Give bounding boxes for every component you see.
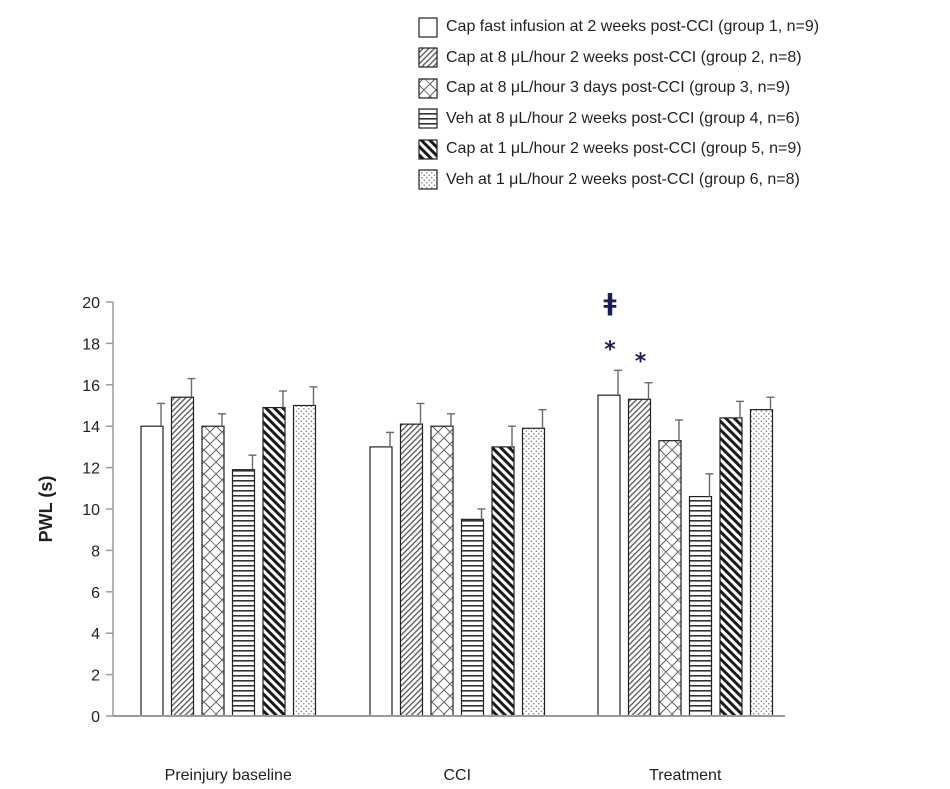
bar (262, 406, 286, 717)
significance-marker: * (635, 350, 647, 375)
legend-swatch (418, 108, 438, 129)
legend-swatch-fill (418, 78, 438, 99)
legend-label: Veh at 8 μL/hour 2 weeks post-CCI (group… (446, 109, 800, 127)
legend-swatch-fill (418, 139, 438, 160)
bar (688, 495, 713, 717)
legend-label: Veh at 1 μL/hour 2 weeks post-CCI (group… (446, 170, 800, 188)
legend-label: Cap at 8 μL/hour 3 days post-CCI (group … (446, 79, 791, 97)
legend-swatch-fill (418, 17, 438, 38)
x-category-label: Preinjury baseline (165, 767, 292, 784)
significance-marker: ǂ (603, 288, 616, 316)
legend-label: Cap at 8 μL/hour 2 weeks post-CCI (group… (446, 48, 802, 66)
bar (399, 423, 424, 717)
bar (231, 469, 256, 717)
legend-label: Cap fast infusion at 2 weeks post-CCI (g… (446, 18, 820, 36)
y-tick-label: 14 (82, 419, 100, 436)
legend-swatch-fill (418, 47, 438, 68)
bar (521, 427, 546, 717)
y-tick-label: 4 (91, 626, 100, 643)
bar (292, 404, 317, 717)
legend-item: Cap at 8 μL/hour 2 weeks post-CCI (group… (418, 43, 819, 74)
y-tick-label: 10 (82, 502, 100, 519)
legend-swatch-fill (418, 108, 438, 129)
legend-swatch (418, 169, 438, 190)
bar (460, 518, 485, 717)
legend-item: Veh at 8 μL/hour 2 weeks post-CCI (group… (418, 104, 819, 135)
legend-item: Cap at 1 μL/hour 2 weeks post-CCI (group… (418, 134, 819, 165)
legend-swatch (418, 78, 438, 99)
bar (597, 394, 621, 717)
legend-label: Cap at 1 μL/hour 2 weeks post-CCI (group… (446, 140, 802, 158)
y-tick-label: 16 (82, 378, 100, 395)
legend-swatch (418, 139, 438, 160)
y-tick-label: 0 (91, 709, 100, 726)
x-category-label: CCI (443, 767, 471, 784)
legend-item: Cap at 8 μL/hour 3 days post-CCI (group … (418, 73, 819, 104)
y-tick-label: 2 (91, 668, 100, 685)
legend-swatch (418, 17, 438, 38)
bar (430, 425, 454, 717)
legend: Cap fast infusion at 2 weeks post-CCI (g… (418, 12, 819, 195)
bar (719, 417, 743, 717)
legend-item: Cap fast infusion at 2 weeks post-CCI (g… (418, 12, 819, 43)
y-tick-label: 20 (82, 295, 100, 312)
y-tick-label: 8 (91, 543, 100, 560)
y-tick-label: 18 (82, 336, 100, 353)
significance-marker: * (604, 337, 616, 362)
bar (749, 409, 774, 717)
bar (201, 425, 225, 717)
y-tick-label: 12 (82, 461, 100, 478)
plot-area: 0 2 4 6 8 10 12 14 16 18 20 PWL (s) Preinjury baseli… (36, 288, 785, 784)
bar (140, 425, 164, 717)
bar (658, 440, 682, 717)
y-tick-label: 6 (91, 585, 100, 602)
legend-swatch-fill (418, 169, 438, 190)
bar (170, 396, 195, 717)
legend-swatch (418, 47, 438, 68)
bar (491, 446, 515, 717)
x-category-label: Treatment (649, 767, 722, 784)
legend-item: Veh at 1 μL/hour 2 weeks post-CCI (group… (418, 165, 819, 196)
y-axis-title: PWL (s) (36, 476, 56, 543)
bar (369, 446, 393, 717)
bar (627, 398, 652, 717)
